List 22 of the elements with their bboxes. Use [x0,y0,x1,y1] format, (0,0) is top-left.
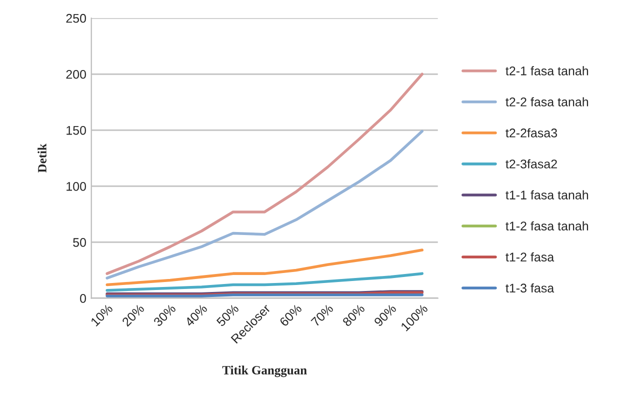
x-tick-label: 90% [374,304,397,327]
legend-label: t1-1 fasa tanah [506,190,588,200]
legend-label: t1-2 fasa tanah [506,221,588,230]
x-tick-label: 80% [342,304,366,327]
legend-label: t2-2 fasa tanah [506,97,588,106]
legend-label: t2-2fasa3 [506,128,558,138]
y-tick-label: 250 [66,14,86,23]
y-tick-label: 50 [73,238,86,247]
x-tick-label: 70% [310,304,334,327]
y-tick-label: 150 [66,126,86,135]
y-tick-label: 100 [66,182,86,191]
y-tick-label: 200 [66,70,86,79]
x-tick-label: 30% [152,304,176,327]
x-axis-title: Titik Gangguan [222,366,307,378]
x-tick-label: 60% [279,304,302,327]
x-tick-label: 40% [184,304,208,328]
y-axis-title: Detik [38,144,46,173]
legend-label: t1-3 fasa [506,283,554,293]
legend-label: t2-3fasa2 [506,159,557,168]
y-tick-label: 0 [80,294,86,303]
legend-label: t1-2 fasa [506,252,554,262]
legend-label: t2-1 fasa tanah [506,66,588,76]
